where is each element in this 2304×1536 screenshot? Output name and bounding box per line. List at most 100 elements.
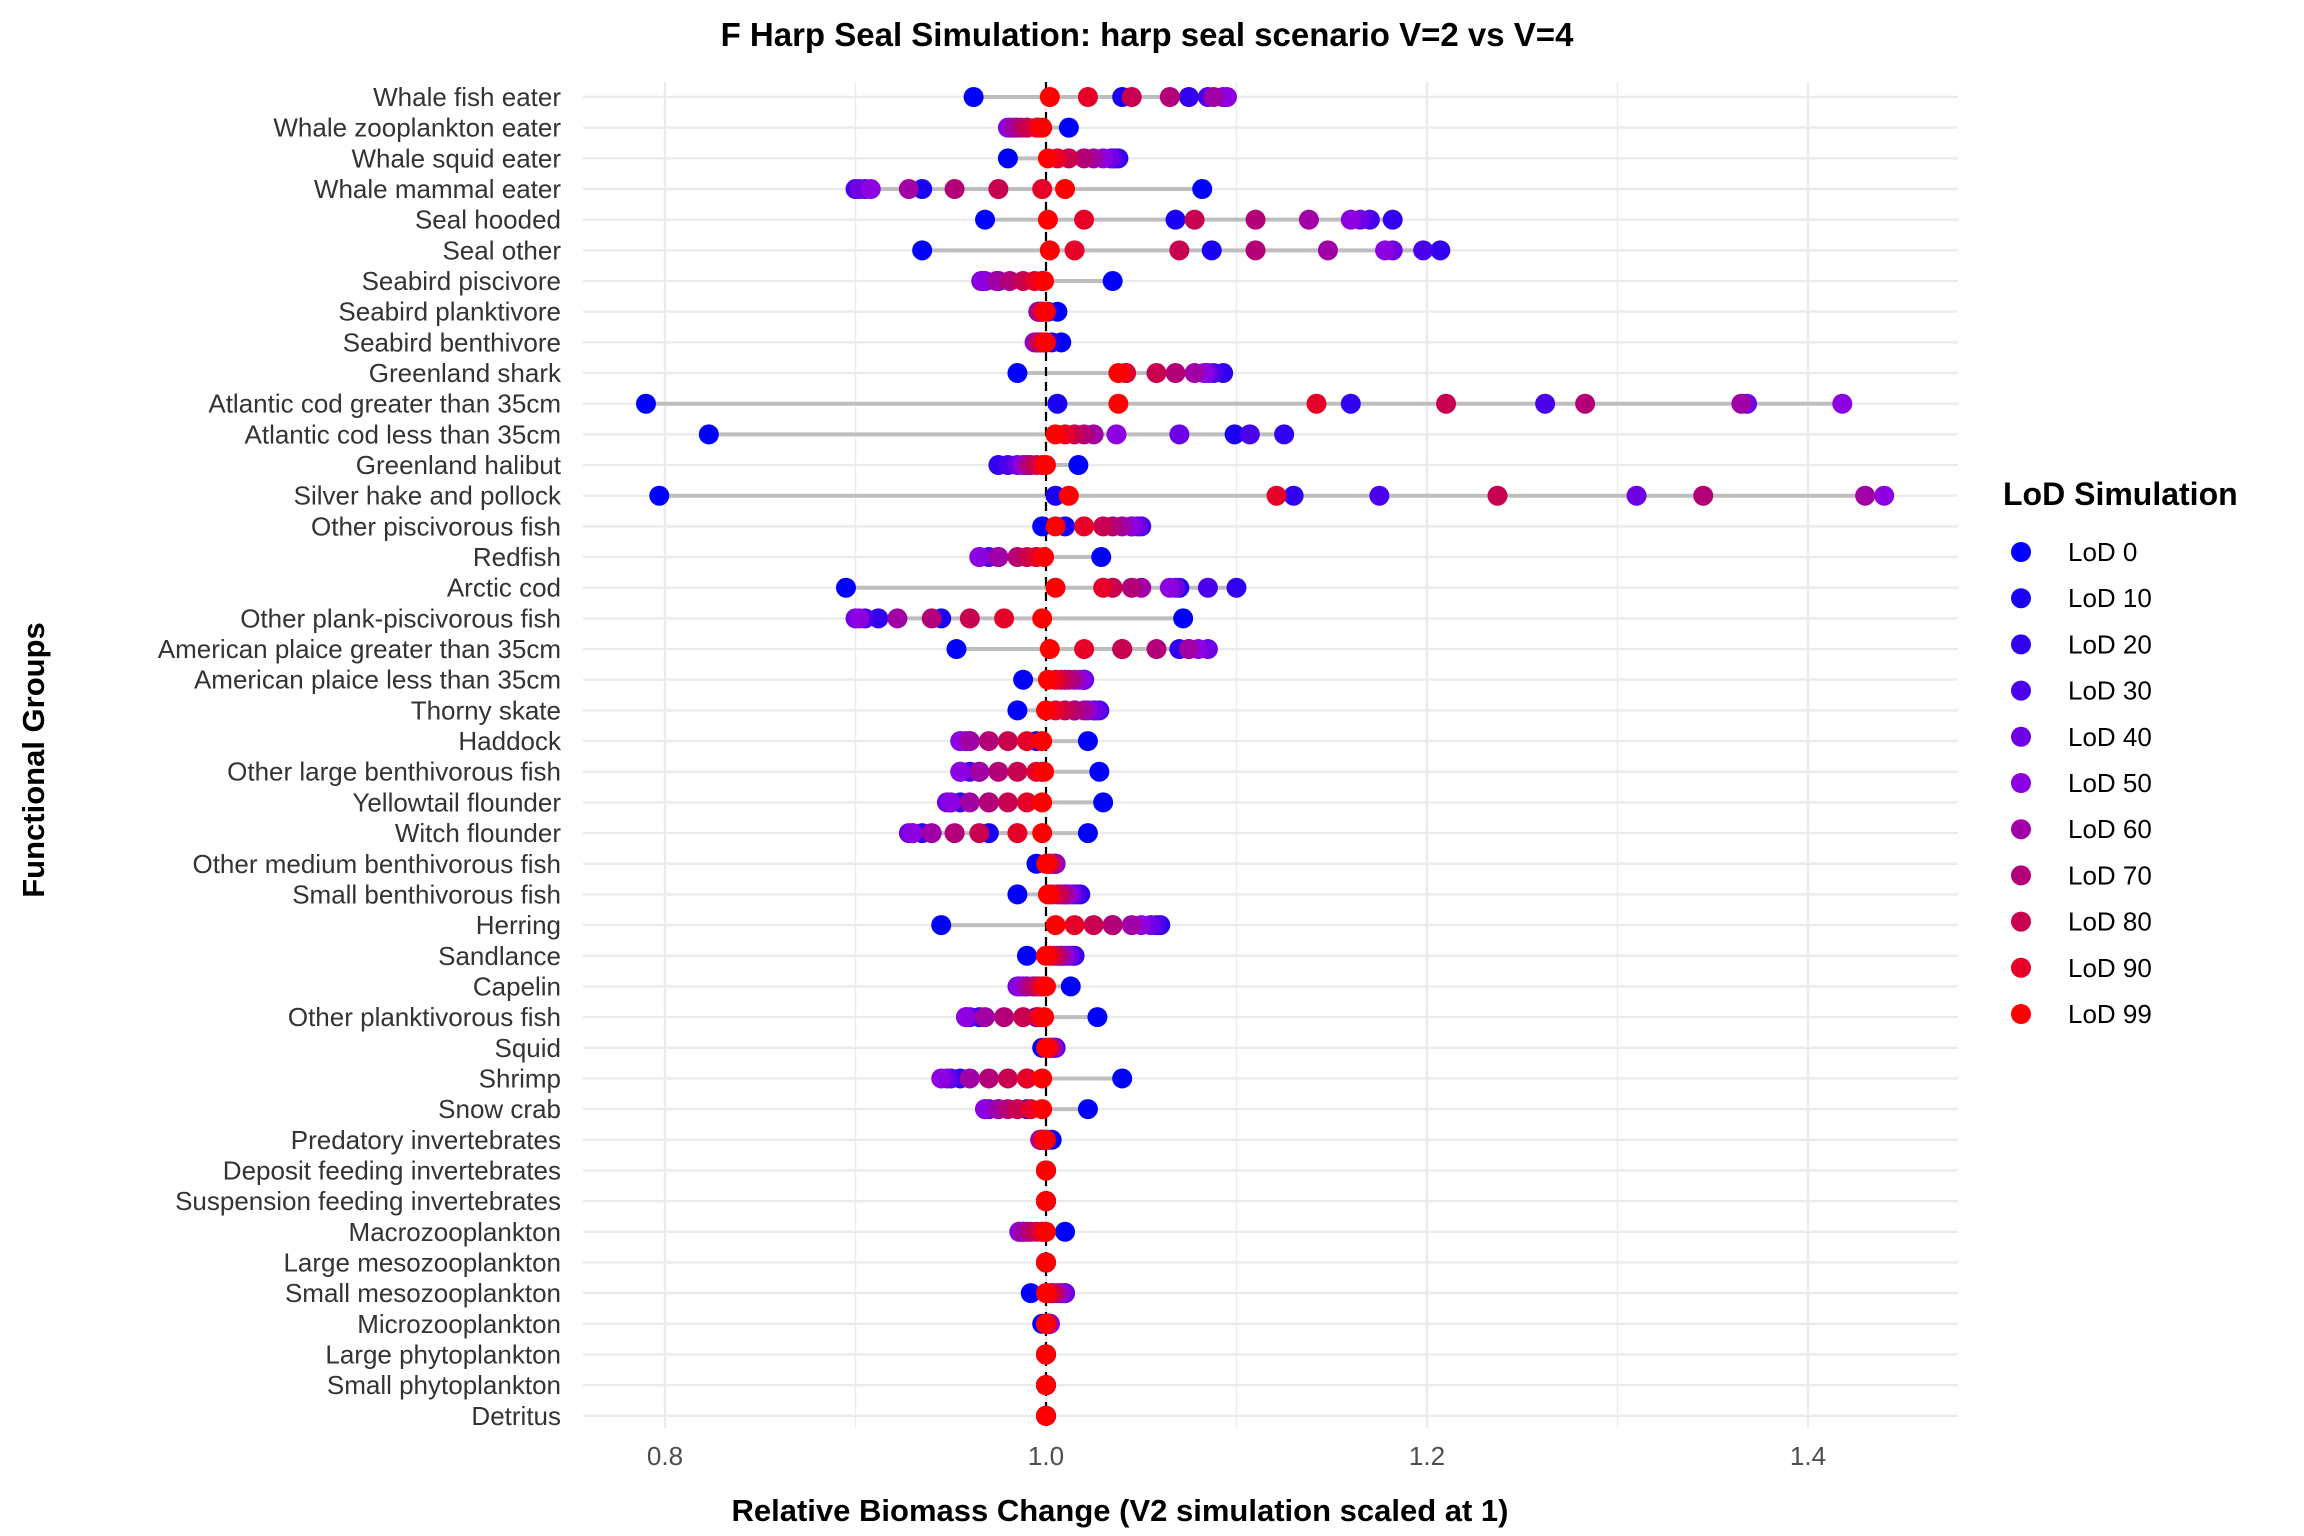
data-point xyxy=(1159,577,1180,598)
y-axis-label: American plaice greater than 35cm xyxy=(158,634,561,664)
data-point xyxy=(1007,823,1028,844)
y-axis-label: Other large benthivorous fish xyxy=(227,757,561,787)
data-point xyxy=(1121,87,1142,107)
y-axis-label: Haddock xyxy=(458,726,562,756)
x-tick-label: 1.2 xyxy=(1409,1441,1445,1471)
legend-key xyxy=(2011,911,2031,932)
data-point xyxy=(1007,700,1028,721)
y-axis-label: Predatory invertebrates xyxy=(291,1125,561,1155)
data-point xyxy=(1058,485,1079,506)
legend-label: LoD 50 xyxy=(2068,768,2152,798)
data-point xyxy=(1074,516,1095,537)
y-axis-label: Whale fish eater xyxy=(373,82,561,112)
data-point xyxy=(1487,485,1508,506)
data-point xyxy=(1245,240,1266,261)
data-point xyxy=(1112,639,1133,660)
data-point xyxy=(1436,393,1457,414)
data-point xyxy=(1032,823,1053,844)
legend-key xyxy=(2011,1004,2031,1024)
data-point xyxy=(959,792,980,813)
data-point xyxy=(997,792,1018,813)
data-point xyxy=(1197,577,1218,598)
data-point xyxy=(1036,853,1056,874)
data-point xyxy=(912,240,933,261)
data-point xyxy=(1087,1007,1108,1028)
x-tick-label: 1.4 xyxy=(1790,1441,1826,1471)
data-point xyxy=(1037,148,1058,169)
data-point xyxy=(1169,240,1190,261)
data-point xyxy=(950,761,971,782)
y-axis-label: Other planktivorous fish xyxy=(288,1002,561,1032)
data-point xyxy=(1036,1405,1056,1426)
y-axis-label: Yellowtail flounder xyxy=(352,787,561,817)
data-point xyxy=(1036,700,1056,721)
data-point xyxy=(1306,393,1327,414)
y-axis-label: Suspension feeding invertebrates xyxy=(175,1186,561,1216)
data-point xyxy=(975,209,996,230)
data-point xyxy=(1032,179,1053,200)
y-axis-label: Other medium benthivorous fish xyxy=(192,849,561,879)
data-point xyxy=(1064,240,1085,261)
y-axis-label: Whale zooplankton eater xyxy=(273,113,561,143)
y-axis-label: Microzooplankton xyxy=(357,1309,561,1339)
data-points xyxy=(635,87,1895,1426)
data-point xyxy=(1055,179,1076,200)
y-axis-label: Macrozooplankton xyxy=(349,1217,561,1247)
data-point xyxy=(1074,639,1095,660)
y-axis-label: Large mesozooplankton xyxy=(283,1247,561,1277)
legend-label: LoD 90 xyxy=(2068,953,2152,983)
data-point xyxy=(1016,1068,1037,1089)
data-point xyxy=(988,547,1009,568)
data-point xyxy=(1317,240,1338,261)
data-point xyxy=(902,823,923,844)
data-point xyxy=(1036,1344,1056,1365)
grid-lines xyxy=(583,82,1958,1428)
data-point xyxy=(1045,577,1066,598)
data-point xyxy=(1074,148,1095,169)
data-point xyxy=(1178,639,1199,660)
data-point xyxy=(931,915,952,936)
data-point xyxy=(1077,731,1098,752)
data-point xyxy=(969,547,990,568)
data-point xyxy=(1146,639,1167,660)
data-point xyxy=(1037,669,1058,690)
data-point xyxy=(1077,1099,1098,1120)
x-tick-label: 0.8 xyxy=(647,1441,683,1471)
legend-key xyxy=(2011,588,2031,609)
y-axis-label: Witch flounder xyxy=(395,818,562,848)
y-axis-label: Detritus xyxy=(471,1401,561,1431)
y-axis-label: Seabird piscivore xyxy=(362,266,561,296)
y-axis-label: Other piscivorous fish xyxy=(311,511,561,541)
y-axis-label: Squid xyxy=(495,1033,562,1063)
data-point xyxy=(1283,485,1304,506)
data-point xyxy=(1020,1283,1041,1304)
data-point xyxy=(921,608,942,629)
data-point xyxy=(1089,761,1110,782)
data-point xyxy=(1146,363,1167,384)
data-point xyxy=(921,823,942,844)
data-point xyxy=(1108,363,1129,384)
legend: LoD Simulation LoD 0 LoD 10 LoD 20 LoD 30 Lo… xyxy=(2003,476,2238,1029)
data-point xyxy=(1203,87,1224,107)
data-point xyxy=(944,179,965,200)
data-point xyxy=(1184,363,1205,384)
data-point xyxy=(1298,209,1319,230)
data-point xyxy=(994,1007,1015,1028)
data-point xyxy=(1045,915,1066,936)
data-point xyxy=(978,1068,999,1089)
legend-label: LoD 80 xyxy=(2068,907,2152,937)
legend-label: LoD 70 xyxy=(2068,860,2152,890)
data-point xyxy=(988,761,1009,782)
data-point xyxy=(944,823,965,844)
data-point xyxy=(1369,485,1390,506)
data-point xyxy=(1034,1007,1055,1028)
y-axis-label: Seabird benthivore xyxy=(343,327,561,357)
data-point xyxy=(1032,1068,1053,1089)
data-point xyxy=(1036,1191,1056,1212)
data-point xyxy=(1045,424,1066,445)
y-axis-label: Seal hooded xyxy=(415,205,561,235)
data-point xyxy=(969,761,990,782)
y-axis-label: Silver hake and pollock xyxy=(294,481,562,511)
data-point xyxy=(1239,424,1260,445)
